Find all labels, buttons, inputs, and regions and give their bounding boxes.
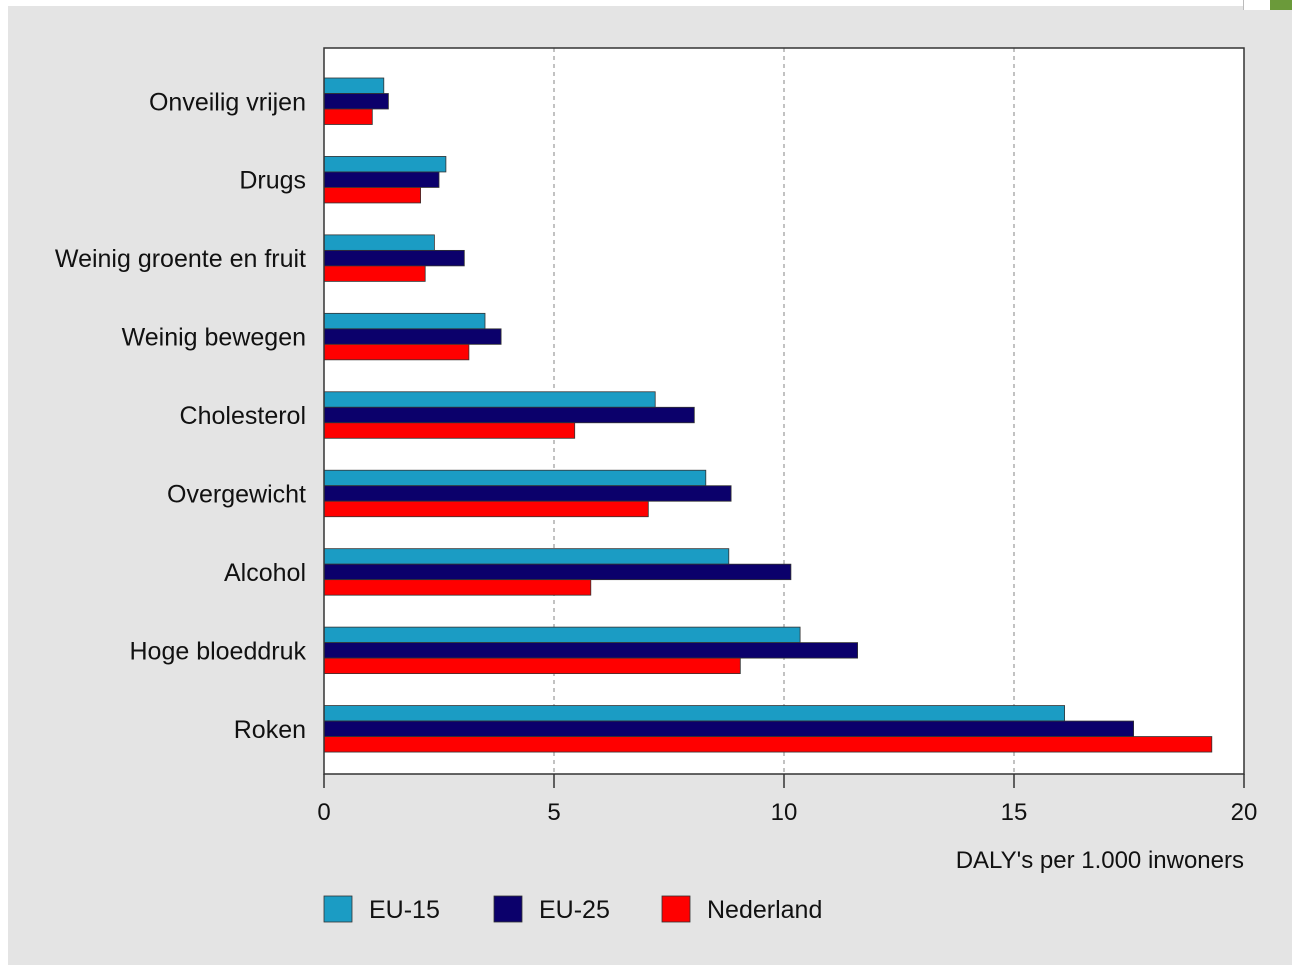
bar-eu-25 [323,642,858,659]
category-label: Alcohol [224,559,306,587]
bar-eu-15 [323,312,486,330]
x-tick-label: 10 [771,799,798,826]
x-tick-label: 20 [1231,799,1258,826]
bar-nederland [323,736,1213,753]
legend: EU-15 EU-25 Nederland [323,895,822,924]
bar-eu-15 [323,234,435,251]
legend-label: Nederland [707,896,822,924]
bar-eu-15 [323,156,447,173]
bar-eu-25 [323,171,440,188]
bar-nederland [323,500,649,518]
x-axis-title: DALY's per 1.000 inwoners [956,847,1244,874]
x-tick-label: 15 [1001,799,1028,826]
bar-chart: Onveilig vrijen Drugs Weinig groente en fr… [55,47,1257,924]
bar-eu-25 [323,485,732,502]
category-label: Roken [234,716,306,744]
bar-eu-15 [323,705,1065,722]
legend-label: EU-25 [539,896,610,924]
legend-swatch [661,895,691,923]
category-label: Drugs [239,167,306,195]
category-label: Cholesterol [180,402,306,430]
bar-nederland [323,265,426,282]
bar-nederland [323,187,421,204]
bar-nederland [323,108,373,125]
corner-mark [1243,0,1292,10]
bar-nederland [323,657,741,675]
category-label: Hoge bloeddruk [129,637,306,665]
x-tick-label: 5 [547,799,560,826]
legend-label: EU-15 [369,896,440,924]
bar-eu-25 [323,720,1134,737]
bar-eu-25 [323,328,502,345]
bars [323,77,1213,753]
bar-eu-15 [323,469,707,487]
bar-eu-25 [323,93,389,110]
category-label: Onveilig vrijen [149,88,306,116]
legend-swatch [323,895,353,923]
bar-eu-15 [323,391,656,408]
bar-eu-25 [323,249,465,267]
bar-eu-25 [323,563,792,581]
legend-swatch [493,895,523,923]
bar-eu-15 [323,548,730,565]
bar-nederland [323,422,576,439]
chart-panel: Onveilig vrijen Drugs Weinig groente en fr… [8,6,1292,965]
category-label: Overgewicht [167,480,306,508]
bar-nederland [323,343,470,361]
category-label: Weinig groente en fruit [55,245,306,273]
x-axis-ticks: 0 5 10 15 20 [317,774,1257,826]
bar-eu-25 [323,406,695,424]
category-label: Weinig bewegen [122,324,306,352]
category-labels: Onveilig vrijen Drugs Weinig groente en fr… [55,88,307,744]
bar-nederland [323,579,592,596]
x-tick-label: 0 [317,799,330,826]
plot-frame [323,47,1245,775]
bar-eu-15 [323,77,385,94]
bar-eu-15 [323,626,801,644]
